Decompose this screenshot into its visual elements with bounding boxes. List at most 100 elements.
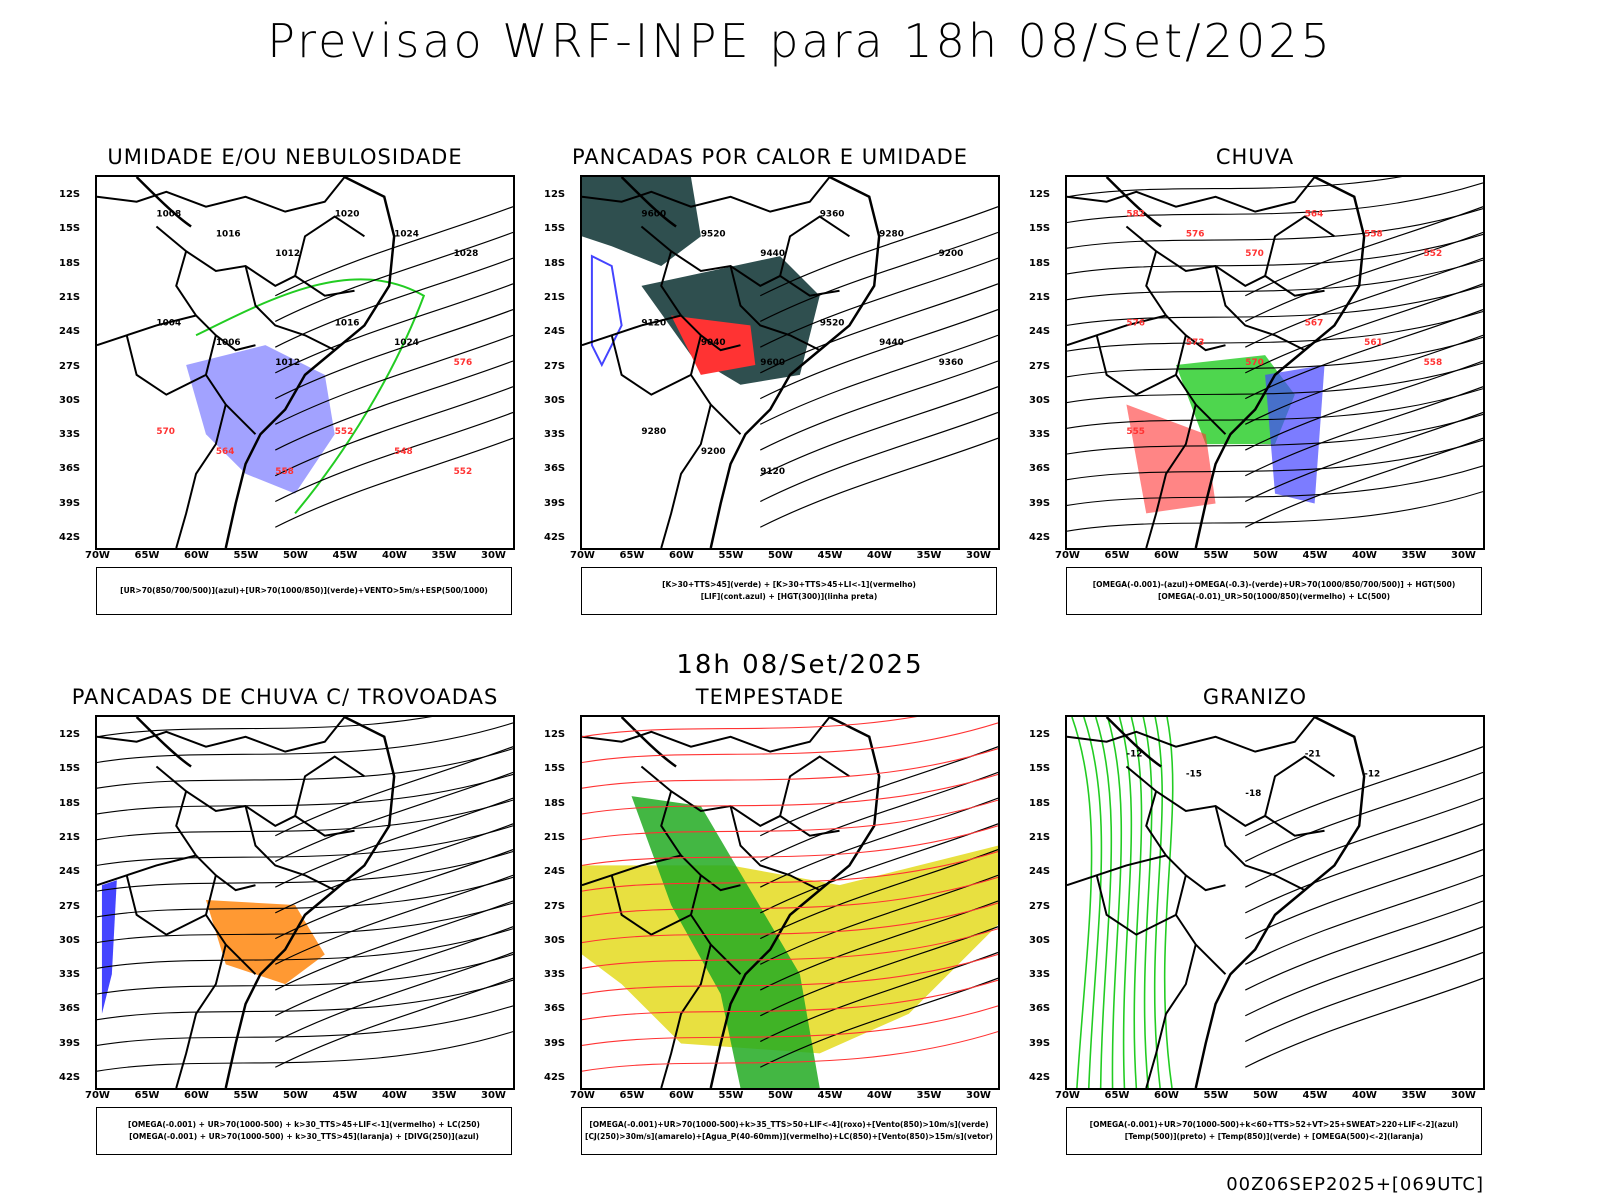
forecast-map: 582 576 570 564 558 552 576 573 570 567 561 558 555 xyxy=(1065,175,1485,550)
lon-tick-label: 50W xyxy=(768,550,793,561)
contour-label: 1008 xyxy=(156,210,181,220)
lon-tick-label: 30W xyxy=(1451,1090,1476,1101)
lat-tick-label: 39S xyxy=(1029,1037,1051,1049)
contour-label: 558 xyxy=(1364,229,1383,239)
lat-tick-label: 18S xyxy=(59,257,81,269)
contour-label: 9280 xyxy=(879,229,904,239)
lat-tick-label: 33S xyxy=(544,429,566,441)
contour-label: 555 xyxy=(1126,427,1145,437)
lon-tick-label: 45W xyxy=(332,1090,358,1101)
panel-legend: [OMEGA(-0.001) + UR>70(1000-500) + k>30_… xyxy=(96,1107,512,1155)
contour-label: 9600 xyxy=(641,210,666,220)
legend-line: [OMEGA(-0.001) + UR>70(1000-500) + k>30_… xyxy=(128,1120,480,1129)
lat-tick-label: 27S xyxy=(1029,360,1051,372)
lon-tick-label: 60W xyxy=(1154,550,1179,561)
lat-tick-label: 27S xyxy=(544,360,566,372)
legend-line: [CJ(250)>30m/s](amarelo)+[Agua_P(40-60mm… xyxy=(585,1132,993,1141)
contour-label: 1028 xyxy=(454,249,479,259)
lat-tick-label: 36S xyxy=(544,1003,566,1015)
lat-tick-label: 24S xyxy=(1029,866,1051,878)
panel-legend: [OMEGA(-0.001)-(azul)+OMEGA(-0.3)-(verde… xyxy=(1066,567,1482,615)
lat-tick-label: 42S xyxy=(544,1072,566,1083)
lon-tick-label: 35W xyxy=(1401,1090,1427,1101)
legend-line: [OMEGA(-0.001) + UR>70(1000-500) + k>30_… xyxy=(129,1132,479,1141)
contour-label: 1016 xyxy=(335,318,360,328)
lat-tick-label: 24S xyxy=(1029,326,1051,338)
map-canvas xyxy=(97,717,513,1088)
lat-tick-label: 27S xyxy=(1029,900,1051,912)
contour-label: 9120 xyxy=(760,467,785,477)
contour-label: 1006 xyxy=(216,338,241,348)
lat-tick-label: 12S xyxy=(59,189,81,200)
contour-label: 9200 xyxy=(701,447,726,457)
lat-tick-label: 36S xyxy=(1029,1003,1051,1015)
lon-tick-label: 30W xyxy=(966,550,991,561)
contour-label: 1012 xyxy=(275,358,300,368)
lat-tick-label: 24S xyxy=(544,326,566,338)
contour-label: -15 xyxy=(1186,769,1202,779)
panel-legend: [K>30+TTS>45](verde) + [K>30+TTS>45+LI<-… xyxy=(581,567,997,615)
contour-label: 9280 xyxy=(641,427,666,437)
lat-tick-label: 18S xyxy=(1029,797,1051,809)
panel-title: PANCADAS DE CHUVA C/ TROVOADAS xyxy=(71,685,499,709)
lat-tick-label: 27S xyxy=(544,900,566,912)
lon-tick-label: 50W xyxy=(1253,550,1278,561)
panel-title: UMIDADE E/OU NEBULOSIDADE xyxy=(107,145,463,169)
contour-label: 561 xyxy=(1364,338,1383,348)
legend-line: [LIF](cont.azul) + [HGT(300)](linha pret… xyxy=(700,592,878,601)
lat-tick-label: 15S xyxy=(1029,763,1051,775)
lon-tick-label: 65W xyxy=(1104,1090,1130,1101)
contour-label: 1004 xyxy=(156,318,181,328)
lon-tick-label: 35W xyxy=(431,550,457,561)
contour-label: 552 xyxy=(335,427,354,437)
lat-tick-label: 39S xyxy=(59,497,81,509)
lat-tick-label: 21S xyxy=(1029,291,1051,303)
lon-tick-label: 65W xyxy=(134,1090,160,1101)
contour-label: 9440 xyxy=(760,249,785,259)
lat-tick-label: 42S xyxy=(59,532,81,543)
contour-label: 567 xyxy=(1305,318,1324,328)
lon-tick-label: 40W xyxy=(1352,550,1377,561)
lon-tick-label: 40W xyxy=(1352,1090,1377,1101)
lat-tick-label: 15S xyxy=(1029,223,1051,235)
lon-tick-label: 65W xyxy=(619,550,645,561)
lat-tick-label: 18S xyxy=(544,257,566,269)
lat-tick-label: 33S xyxy=(544,969,566,981)
lat-tick-label: 30S xyxy=(1029,394,1051,406)
lon-tick-label: 45W xyxy=(332,550,358,561)
lat-tick-label: 21S xyxy=(59,291,81,303)
contour-label: -21 xyxy=(1305,750,1321,760)
lon-tick-label: 55W xyxy=(233,550,259,561)
lon-tick-label: 50W xyxy=(283,550,308,561)
lat-tick-label: 36S xyxy=(1029,463,1051,475)
contour-label: 9360 xyxy=(820,210,845,220)
forecast-map xyxy=(95,715,515,1090)
lon-tick-label: 30W xyxy=(1451,550,1476,561)
panel-pancadas-trovoadas: PANCADAS DE CHUVA C/ TROVOADAS 12S 15S 18S 2… xyxy=(45,685,525,1160)
lat-tick-label: 30S xyxy=(544,934,566,946)
contour-label: 552 xyxy=(1424,249,1443,259)
forecast-map: 9600 9520 9440 9360 9280 9200 9120 9040 9600 9520… xyxy=(580,175,1000,550)
lat-tick-label: 21S xyxy=(544,831,566,843)
contour-label: 576 xyxy=(1186,229,1205,239)
contour-label: 570 xyxy=(1245,249,1264,259)
lon-tick-label: 50W xyxy=(1253,1090,1278,1101)
lat-tick-label: 21S xyxy=(1029,831,1051,843)
lat-tick-label: 21S xyxy=(544,291,566,303)
lon-tick-label: 55W xyxy=(718,1090,744,1101)
legend-line: [Temp(500)](preto) + [Temp(850)](verde) … xyxy=(1124,1132,1424,1141)
lat-tick-label: 33S xyxy=(59,969,81,981)
lon-tick-label: 35W xyxy=(916,1090,942,1101)
lat-tick-label: 39S xyxy=(544,1037,566,1049)
lon-tick-label: 60W xyxy=(669,1090,694,1101)
map-canvas: 1008 1016 1012 1020 1024 1028 1004 1006 1012 1016… xyxy=(97,177,513,548)
lon-tick-label: 70W xyxy=(85,550,110,561)
legend-line: [K>30+TTS>45](verde) + [K>30+TTS>45+LI<-… xyxy=(662,580,916,589)
panel-umidade: UMIDADE E/OU NEBULOSIDADE 1008 1016 1012 102… xyxy=(45,145,525,620)
panel-title: PANCADAS POR CALOR E UMIDADE xyxy=(571,145,969,169)
lat-tick-label: 24S xyxy=(59,866,81,878)
legend-line: [OMEGA(-0.001)+UR>70(1000-500)+k>35_TTS>… xyxy=(589,1120,989,1129)
main-title: Previsao WRF-INPE para 18h 08/Set/2025 xyxy=(267,14,1333,68)
lon-tick-label: 45W xyxy=(817,550,843,561)
contour-label: 576 xyxy=(454,358,473,368)
